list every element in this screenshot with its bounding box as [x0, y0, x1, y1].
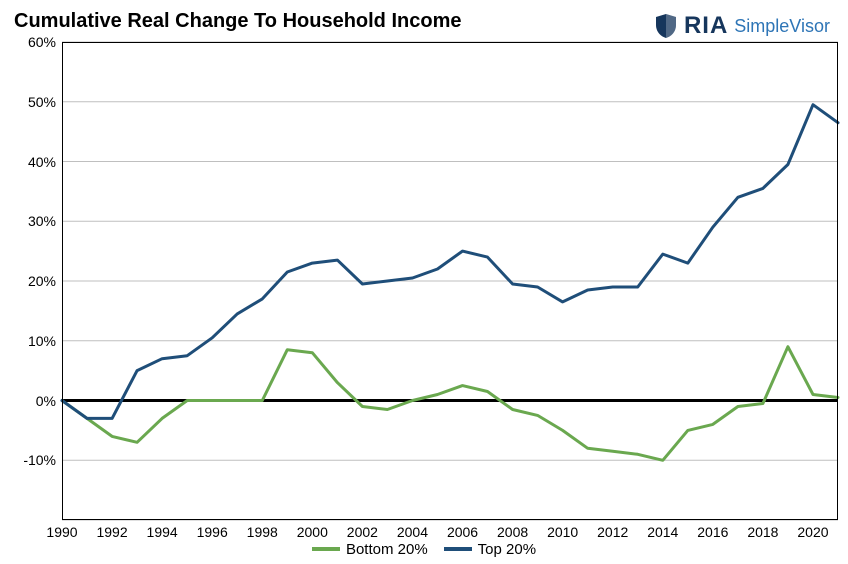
- legend-label: Top 20%: [478, 541, 536, 558]
- legend-swatch: [312, 547, 340, 551]
- y-tick-label: 0%: [8, 393, 56, 409]
- y-tick-label: -10%: [8, 452, 56, 468]
- y-tick-label: 30%: [8, 213, 56, 229]
- y-tick-label: 50%: [8, 94, 56, 110]
- legend-item: Top 20%: [444, 541, 536, 558]
- y-tick-label: 60%: [8, 34, 56, 50]
- legend: Bottom 20% Top 20%: [0, 538, 848, 558]
- series-line: [62, 105, 838, 419]
- series-line: [62, 347, 838, 461]
- y-tick-label: 40%: [8, 154, 56, 170]
- y-tick-label: 10%: [8, 333, 56, 349]
- chart-canvas: [0, 0, 848, 564]
- legend-swatch: [444, 547, 472, 551]
- y-tick-label: 20%: [8, 273, 56, 289]
- legend-label: Bottom 20%: [346, 541, 428, 558]
- legend-item: Bottom 20%: [312, 541, 428, 558]
